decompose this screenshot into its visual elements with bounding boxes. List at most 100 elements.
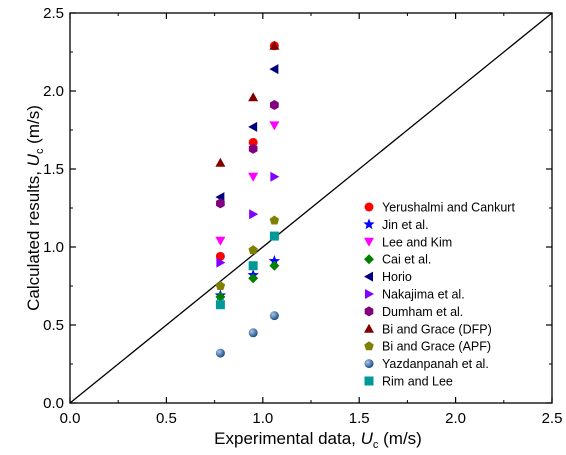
data-point xyxy=(215,291,226,302)
data-point xyxy=(215,157,226,167)
data-point xyxy=(216,257,226,268)
data-point xyxy=(269,40,280,50)
legend-item: Horio xyxy=(364,270,412,284)
x-axis-title-suffix: (m/s) xyxy=(378,429,421,448)
y-axis-title-prefix: Calculated results, xyxy=(24,166,43,311)
data-point xyxy=(269,215,280,225)
legend-marker xyxy=(363,218,375,230)
series-7-points xyxy=(216,100,279,209)
x-axis-title-prefix: Experimental data, xyxy=(214,429,360,448)
data-point xyxy=(268,255,281,266)
data-point xyxy=(216,198,225,209)
legend-label: Horio xyxy=(382,270,412,284)
y-tick-label: 1.0 xyxy=(43,239,64,256)
legend-item: Cai et al. xyxy=(364,253,431,267)
legend-marker xyxy=(364,306,374,317)
plot-frame xyxy=(69,12,553,404)
legend-marker xyxy=(364,237,374,247)
tick-labels: 0.0 0.5 1.0 1.5 2.0 2.5 0.0 0.5 1.0 1.5 2.0 2.5 xyxy=(43,5,562,427)
series-6-points xyxy=(216,171,280,268)
y-axis-title: Calculated results, Uc (m/s) xyxy=(24,105,46,311)
series-3-points xyxy=(215,121,280,246)
data-points xyxy=(214,40,281,358)
data-point xyxy=(215,300,225,310)
series-1-points xyxy=(215,41,279,261)
data-point xyxy=(269,231,279,241)
y-tick-label: 1.5 xyxy=(43,161,64,178)
x-tick-label: 1.5 xyxy=(349,410,370,427)
legend-label: Lee and Kim xyxy=(382,235,452,249)
legend-label: Rim and Lee xyxy=(382,375,453,389)
data-point xyxy=(248,121,258,132)
legend: Yerushalmi and Cankurt Jin et al. Lee and … xyxy=(363,201,515,389)
y-axis-title-subscript: c xyxy=(34,148,46,154)
legend-label: Yazdanpanah et al. xyxy=(382,357,489,371)
data-point xyxy=(269,311,279,321)
legend-marker xyxy=(364,376,374,386)
reference-line-layer xyxy=(69,12,553,404)
data-point xyxy=(248,245,258,255)
x-tick-label: 1.0 xyxy=(252,410,273,427)
y-axis-title-symbol: U xyxy=(24,153,43,166)
legend-label: Yerushalmi and Cankurt xyxy=(382,201,515,215)
legend-item: Rim and Lee xyxy=(364,375,453,389)
data-point xyxy=(248,92,259,102)
legend-label: Bi and Grace (APF) xyxy=(382,340,491,354)
legend-item: Yazdanpanah et al. xyxy=(364,357,489,371)
y-tick-label: 2.5 xyxy=(43,5,64,22)
data-point xyxy=(249,209,259,220)
series-8-points xyxy=(215,40,280,167)
legend-item: Dumham et al. xyxy=(364,305,463,319)
legend-label: Bi and Grace (DFP) xyxy=(382,322,492,336)
legend-item: Bi and Grace (APF) xyxy=(364,340,491,354)
y-tick-label: 0.0 xyxy=(43,395,64,412)
data-point xyxy=(248,143,258,154)
reference-line xyxy=(69,12,553,404)
series-9-points xyxy=(215,215,280,291)
data-point xyxy=(269,260,280,271)
data-point xyxy=(269,121,280,131)
y-tick-label: 2.0 xyxy=(43,83,64,100)
legend-marker xyxy=(364,202,374,212)
series-10-points xyxy=(215,311,279,358)
x-tick-label: 0.0 xyxy=(60,410,81,427)
data-point xyxy=(270,171,280,182)
x-tick-label: 0.5 xyxy=(156,410,177,427)
data-point xyxy=(269,64,279,75)
x-axis-title: Experimental data, Uc (m/s) xyxy=(214,429,422,451)
legend-item: Yerushalmi and Cankurt xyxy=(364,201,515,215)
data-point xyxy=(215,348,225,358)
data-point xyxy=(215,281,226,291)
legend-marker xyxy=(364,254,374,265)
legend-item: Jin et al. xyxy=(363,218,429,232)
data-point xyxy=(248,261,258,271)
legend-marker xyxy=(364,323,374,333)
data-point xyxy=(248,172,259,182)
data-point xyxy=(248,273,259,284)
x-axis-title-symbol: U xyxy=(361,429,374,448)
legend-item: Lee and Kim xyxy=(364,235,452,249)
x-tick-label: 2.5 xyxy=(542,410,563,427)
legend-item: Bi and Grace (DFP) xyxy=(364,322,492,336)
legend-marker xyxy=(365,289,374,299)
legend-label: Dumham et al. xyxy=(382,305,463,319)
legend-item: Nakajima et al. xyxy=(365,288,465,302)
x-tick-label: 2.0 xyxy=(445,410,466,427)
y-axis-title-suffix: (m/s) xyxy=(24,105,43,148)
legend-label: Jin et al. xyxy=(382,218,429,232)
y-tick-label: 0.5 xyxy=(43,317,64,334)
data-point xyxy=(248,137,258,147)
data-point xyxy=(270,100,279,111)
data-point xyxy=(215,236,226,246)
legend-marker xyxy=(364,359,374,369)
series-4-points xyxy=(215,260,280,302)
legend-label: Cai et al. xyxy=(382,253,431,267)
legend-label: Nakajima et al. xyxy=(382,288,465,302)
legend-marker xyxy=(364,341,374,351)
series-5-points xyxy=(215,64,279,203)
x-axis-title-subscript: c xyxy=(373,439,379,451)
series-11-points xyxy=(215,231,279,310)
legend-marker xyxy=(364,271,373,282)
data-point xyxy=(248,328,258,338)
